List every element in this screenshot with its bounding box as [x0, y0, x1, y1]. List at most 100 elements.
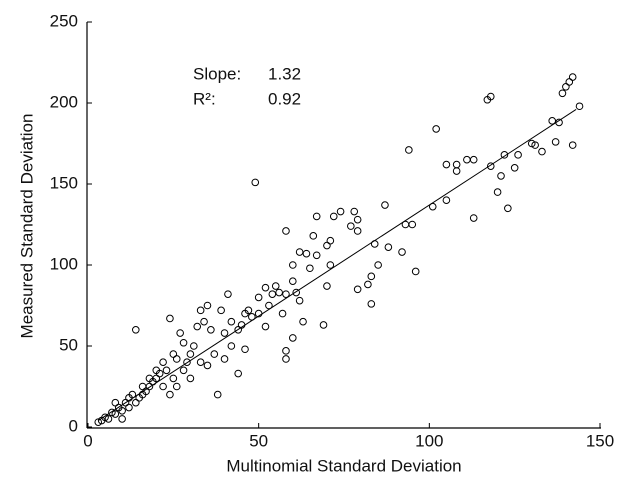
x-axis-label: Multinomial Standard Deviation [226, 456, 461, 475]
point [169, 350, 178, 358]
point [302, 249, 311, 258]
point [179, 366, 188, 375]
y-tick-label: 100 [50, 254, 78, 273]
point [442, 196, 451, 204]
point [213, 390, 222, 399]
point [217, 306, 225, 315]
point [323, 282, 331, 290]
point [159, 358, 167, 367]
point [261, 283, 270, 292]
point [159, 382, 167, 391]
point [568, 73, 577, 81]
point [131, 326, 140, 334]
point [405, 146, 413, 154]
point [131, 398, 140, 407]
point [111, 410, 120, 418]
point [312, 212, 321, 221]
point [398, 248, 406, 256]
point [162, 366, 171, 375]
annotation-label: R²: [193, 89, 216, 108]
point [289, 334, 297, 342]
point [562, 83, 570, 91]
point [111, 398, 120, 407]
point [186, 350, 195, 358]
point [278, 309, 287, 318]
point [442, 160, 451, 169]
point [469, 214, 478, 222]
point [282, 227, 290, 235]
point [241, 309, 249, 318]
point [309, 232, 318, 240]
point [275, 288, 283, 297]
point [282, 347, 290, 355]
point [295, 248, 304, 256]
x-tick-label: 150 [586, 431, 614, 450]
y-tick-label: 250 [50, 11, 78, 30]
point [364, 280, 372, 289]
point [196, 306, 205, 315]
point [353, 227, 362, 235]
point [551, 138, 560, 146]
point [306, 264, 314, 273]
point [500, 151, 509, 159]
point [452, 167, 461, 175]
point [452, 160, 461, 169]
point [220, 355, 229, 363]
point [374, 261, 382, 269]
y-tick-label: 200 [50, 92, 78, 111]
point [514, 151, 522, 159]
point [469, 155, 478, 164]
point [94, 418, 103, 426]
point [381, 201, 389, 209]
point [104, 415, 113, 423]
point [565, 78, 574, 86]
x-tick-label: 100 [415, 431, 443, 450]
point [282, 355, 290, 363]
point [548, 117, 557, 125]
point [172, 355, 181, 363]
point [234, 326, 242, 334]
point [538, 147, 546, 156]
point [568, 141, 577, 149]
point [411, 267, 420, 276]
point [254, 293, 263, 302]
point [329, 212, 338, 221]
point [227, 342, 236, 350]
point [261, 322, 270, 331]
point [282, 290, 290, 298]
point [353, 285, 362, 294]
point [483, 95, 492, 104]
point [336, 207, 345, 216]
point [186, 374, 195, 383]
x-tick-label: 50 [249, 431, 268, 450]
point [183, 358, 191, 367]
point [224, 290, 232, 298]
point [118, 415, 126, 423]
point [497, 172, 505, 180]
point [527, 139, 536, 148]
point [241, 345, 249, 354]
point [227, 317, 236, 326]
point [207, 326, 215, 334]
annotation-label: Slope: [193, 64, 241, 83]
point [353, 215, 362, 224]
point [196, 358, 205, 367]
point [108, 408, 116, 417]
point [203, 361, 212, 370]
point [190, 342, 198, 350]
point [203, 301, 212, 310]
point [408, 220, 417, 229]
point [169, 374, 178, 383]
point [326, 236, 335, 245]
point [193, 322, 202, 331]
y-tick-label: 50 [59, 335, 78, 354]
point [575, 102, 584, 111]
point [152, 366, 161, 375]
point [138, 382, 147, 391]
point [510, 164, 519, 172]
point [299, 317, 307, 326]
point [234, 369, 242, 378]
point [289, 261, 297, 269]
point [271, 282, 280, 290]
